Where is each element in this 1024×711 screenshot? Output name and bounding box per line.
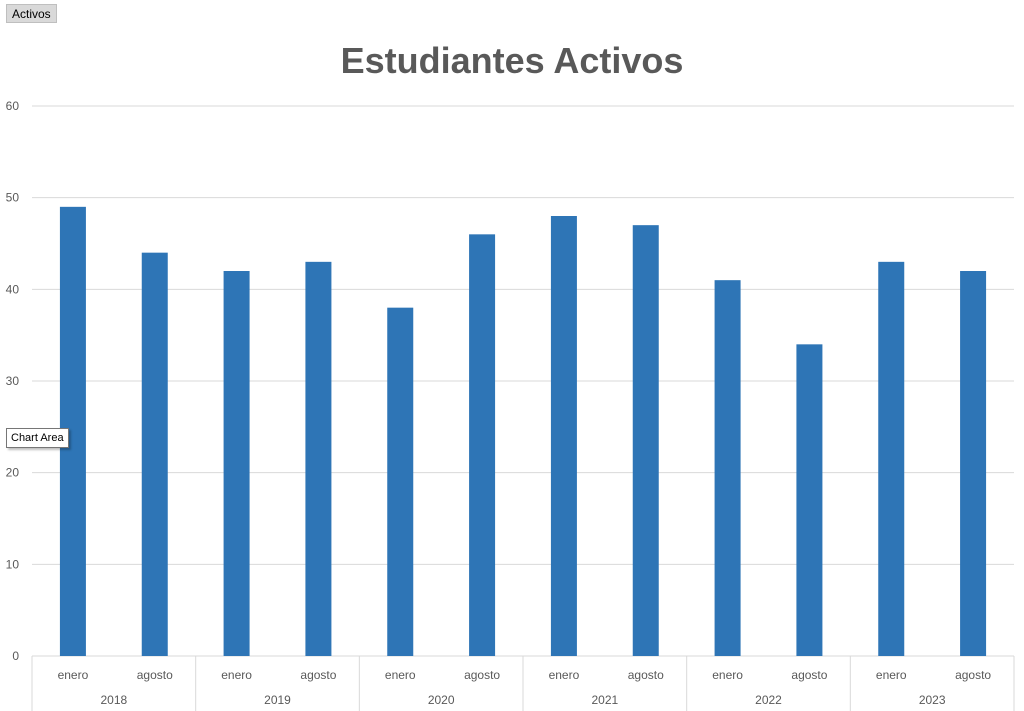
x-group-label-2021: 2021 [591, 693, 618, 707]
y-tick-label-10: 10 [6, 557, 20, 571]
bar-2018-agosto[interactable] [141, 252, 168, 656]
bars[interactable] [59, 206, 987, 657]
x-group-label-2020: 2020 [428, 693, 455, 707]
x-tick-label-month: enero [549, 668, 580, 682]
y-tick-label-0: 0 [12, 649, 19, 663]
x-tick-label-month: agosto [628, 668, 664, 682]
y-axis-labels: 0 10 20 30 40 50 60 [6, 99, 20, 663]
bar-2019-enero[interactable] [223, 271, 250, 656]
x-tick-label-month: agosto [791, 668, 827, 682]
bar-2019-agosto[interactable] [305, 261, 332, 656]
x-axis: enero agosto 2018 enero agosto 2019 enero agost… [31, 656, 1015, 711]
bar-2023-agosto[interactable] [960, 271, 987, 656]
x-tick-label-month: agosto [955, 668, 991, 682]
x-group-label-2019: 2019 [264, 693, 291, 707]
bar-2022-agosto[interactable] [796, 344, 823, 656]
bar-2023-enero[interactable] [878, 261, 905, 656]
bar-2021-agosto[interactable] [632, 225, 659, 656]
x-group-label-2022: 2022 [755, 693, 782, 707]
gridlines [32, 105, 1014, 657]
x-tick-label-month: agosto [464, 668, 500, 682]
x-tick-label-month: enero [221, 668, 252, 682]
x-group-label-2018: 2018 [100, 693, 127, 707]
x-tick-label-month: enero [58, 668, 89, 682]
field-button-activos[interactable]: Activos [6, 4, 57, 23]
y-tick-label-20: 20 [6, 466, 20, 480]
bar-2020-enero[interactable] [387, 307, 414, 656]
bar-2022-enero[interactable] [714, 280, 741, 656]
bar-2020-agosto[interactable] [469, 234, 496, 657]
x-tick-label-month: agosto [300, 668, 336, 682]
y-tick-label-50: 50 [6, 191, 20, 205]
chart-title: Estudiantes Activos [340, 40, 684, 81]
x-tick-label-month: enero [876, 668, 907, 682]
chart-area-tooltip: Chart Area [6, 428, 69, 448]
y-tick-label-40: 40 [6, 282, 20, 296]
y-tick-label-60: 60 [6, 99, 20, 113]
x-tick-label-month: enero [385, 668, 416, 682]
bar-2021-enero[interactable] [550, 216, 577, 656]
x-group-label-2023: 2023 [919, 693, 946, 707]
x-tick-label-month: agosto [137, 668, 173, 682]
x-tick-label-month: enero [712, 668, 743, 682]
y-tick-label-30: 30 [6, 374, 20, 388]
